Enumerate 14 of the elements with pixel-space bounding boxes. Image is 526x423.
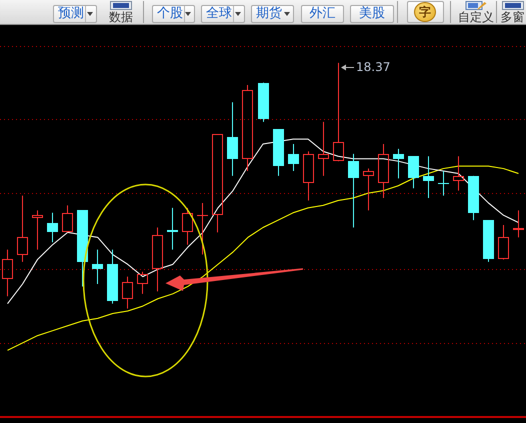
text: 数据	[108, 10, 134, 24]
annotation: 18.37	[356, 60, 390, 74]
dropdown-button: 预测	[53, 5, 97, 23]
dropdown-button: 全球	[201, 5, 245, 23]
candlestick	[167, 208, 178, 250]
button: 外汇	[301, 5, 344, 23]
dropdown-button: 期货	[251, 5, 294, 23]
candlestick	[513, 210, 524, 238]
text: 自定义	[457, 10, 495, 24]
dropdown-button: 个股	[152, 5, 195, 23]
button: 美股	[350, 5, 394, 23]
candlestick	[438, 171, 449, 196]
text: 多窗	[500, 10, 526, 24]
round-badge-icon: 字	[414, 2, 436, 22]
